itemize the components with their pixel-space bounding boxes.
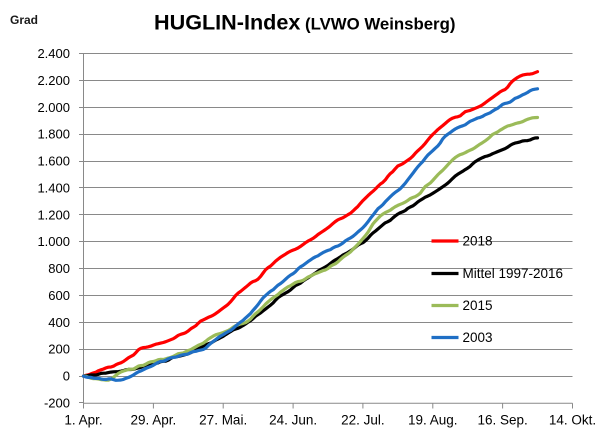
svg-text:HUGLIN-Index (LVWO Weinsberg): HUGLIN-Index (LVWO Weinsberg) <box>154 10 455 35</box>
svg-text:800: 800 <box>48 261 70 276</box>
svg-text:200: 200 <box>48 342 70 357</box>
svg-text:600: 600 <box>48 288 70 303</box>
svg-text:2015: 2015 <box>463 298 493 313</box>
svg-text:400: 400 <box>48 315 70 330</box>
svg-text:2018: 2018 <box>463 234 493 249</box>
svg-text:24. Jun.: 24. Jun. <box>269 413 317 428</box>
svg-text:0: 0 <box>63 369 70 384</box>
svg-text:Grad: Grad <box>10 13 38 27</box>
svg-text:14. Okt.: 14. Okt. <box>549 413 596 428</box>
svg-text:2003: 2003 <box>463 330 493 345</box>
svg-text:1. Apr.: 1. Apr. <box>64 413 102 428</box>
svg-text:16. Sep.: 16. Sep. <box>477 413 527 428</box>
svg-text:1.800: 1.800 <box>37 127 70 142</box>
svg-text:Mittel 1997-2016: Mittel 1997-2016 <box>463 266 564 281</box>
svg-text:2.000: 2.000 <box>37 100 70 115</box>
svg-text:-200: -200 <box>44 396 70 411</box>
svg-text:2.400: 2.400 <box>37 46 70 61</box>
svg-text:1.000: 1.000 <box>37 234 70 249</box>
svg-text:1.400: 1.400 <box>37 180 70 195</box>
svg-text:19. Aug.: 19. Aug. <box>408 413 458 428</box>
svg-text:2.200: 2.200 <box>37 73 70 88</box>
svg-text:27. Mai.: 27. Mai. <box>199 413 247 428</box>
svg-text:1.600: 1.600 <box>37 154 70 169</box>
svg-text:29. Apr.: 29. Apr. <box>131 413 177 428</box>
svg-text:22. Jul.: 22. Jul. <box>341 413 385 428</box>
svg-text:1.200: 1.200 <box>37 207 70 222</box>
